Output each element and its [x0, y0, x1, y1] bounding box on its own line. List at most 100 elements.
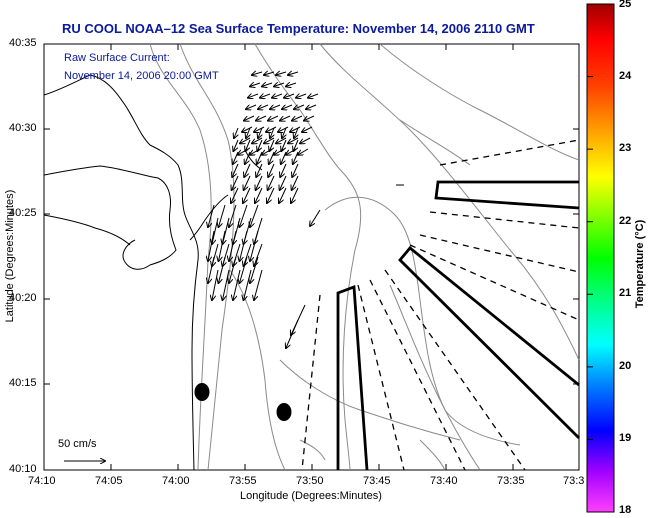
current-arrow — [280, 175, 287, 190]
current-arrow — [257, 139, 263, 151]
current-arrow — [250, 256, 259, 283]
current-arrow — [266, 126, 277, 132]
station-dot — [276, 403, 292, 421]
current-arrow — [269, 151, 275, 164]
current-arrow — [292, 163, 299, 177]
x-tick-label: 73:50 — [296, 475, 324, 487]
current-arrow — [208, 230, 215, 261]
current-arrow — [278, 126, 289, 132]
x-tick-label: 73:40 — [430, 475, 458, 487]
current-arrow — [250, 83, 261, 86]
current-arrow — [268, 163, 275, 177]
current-arrow — [243, 187, 251, 203]
current-arrow — [308, 94, 319, 98]
colorbar-tick-label: 22 — [619, 214, 632, 227]
colorbar-tick-label: 25 — [619, 0, 632, 10]
current-arrow — [281, 151, 287, 164]
x-tick-label: 74:10 — [28, 475, 56, 487]
y-tick-label: 40:20 — [9, 292, 37, 304]
current-arrow — [219, 256, 226, 283]
current-arrow — [223, 269, 230, 300]
current-arrow — [260, 94, 271, 98]
current-arrow — [245, 139, 251, 151]
current-arrow — [229, 230, 237, 261]
current-arrow — [292, 175, 299, 190]
x-tick-label: 74:05 — [95, 475, 123, 487]
current-arrow — [246, 105, 257, 109]
current-arrow — [294, 127, 298, 138]
current-arrow — [276, 72, 287, 75]
current-arrow — [212, 217, 219, 244]
current-arrow — [282, 127, 286, 138]
x-tick-label: 74:00 — [162, 475, 190, 487]
current-arrow — [212, 269, 219, 300]
current-arrow — [246, 127, 250, 138]
current-arrow — [268, 175, 275, 190]
current-arrow — [272, 94, 283, 98]
y-axis-title: Latitude (Degrees:Minutes) — [4, 189, 16, 323]
current-arrow — [244, 175, 251, 190]
current-arrow — [245, 151, 251, 164]
current-arrow — [262, 83, 273, 86]
current-arrow — [281, 139, 287, 151]
current-arrow — [280, 163, 287, 177]
colorbar — [586, 3, 615, 513]
colorbar-tick-label: 21 — [619, 287, 632, 300]
current-arrow — [232, 163, 239, 177]
current-arrow — [233, 139, 239, 151]
current-arrow — [233, 269, 241, 300]
current-arrow — [229, 256, 237, 283]
current-arrow — [268, 115, 279, 121]
scale-label: 50 cm/s — [58, 438, 97, 450]
current-arrow — [304, 115, 315, 121]
current-arrow — [258, 127, 262, 138]
current-arrow — [298, 148, 309, 155]
current-arrow — [286, 83, 297, 86]
current-arrow — [208, 204, 215, 227]
current-arrow — [250, 230, 259, 261]
current-arrow — [240, 230, 248, 261]
current-arrow — [282, 105, 293, 109]
current-arrow — [208, 256, 215, 283]
y-tick-label: 40:15 — [9, 377, 37, 389]
current-arrow — [219, 204, 226, 227]
current-arrow — [293, 151, 299, 164]
current-arrow — [269, 139, 275, 151]
current-arrow — [294, 105, 305, 109]
current-arrow — [267, 187, 275, 203]
current-arrow — [279, 187, 287, 203]
current-arrow — [310, 209, 321, 226]
station-dot — [194, 383, 210, 401]
current-arrow — [293, 139, 299, 151]
x-axis-title: Longitude (Degrees:Minutes) — [240, 490, 382, 502]
current-arrow — [291, 187, 299, 203]
current-arrow — [255, 187, 263, 203]
current-arrow — [286, 319, 299, 348]
current-arrow — [234, 127, 238, 138]
current-arrow — [280, 115, 291, 121]
current-arrow — [256, 115, 267, 121]
x-tick-label: 73:45 — [363, 475, 391, 487]
current-arrow — [244, 115, 255, 121]
current-arrow — [256, 163, 263, 177]
radar-sectors — [336, 180, 580, 471]
x-tick-label: 73:3 — [563, 475, 585, 487]
current-arrow — [292, 115, 303, 121]
current-arrow — [306, 105, 317, 109]
current-arrow — [302, 126, 313, 132]
y-tick-label: 40:25 — [9, 207, 37, 219]
y-tick-label: 40:10 — [9, 463, 37, 475]
current-arrow — [290, 126, 301, 132]
current-arrow — [244, 243, 252, 266]
radar-beams — [301, 139, 580, 471]
current-arrow — [231, 187, 239, 203]
current-arrow — [257, 151, 263, 164]
current-arrow — [254, 269, 263, 300]
current-arrow — [284, 94, 295, 98]
current-arrow — [244, 269, 252, 300]
current-arrow — [244, 163, 251, 177]
current-arrow — [254, 126, 265, 132]
current-arrow — [270, 127, 274, 138]
current-arrow — [258, 105, 269, 109]
